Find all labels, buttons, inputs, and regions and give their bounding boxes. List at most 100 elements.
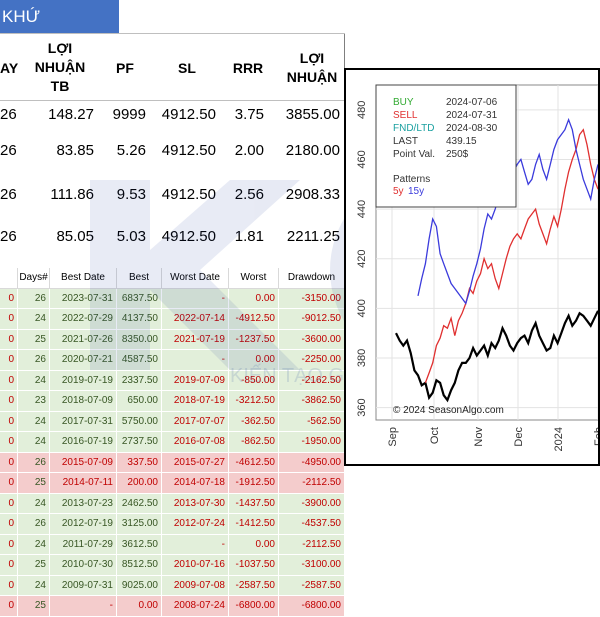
table-cell[interactable]: 650.00 — [117, 391, 162, 412]
table-cell[interactable]: 24 — [18, 411, 50, 432]
table-cell[interactable]: 0 — [0, 370, 18, 391]
table-cell[interactable]: 2015-07-09 — [50, 452, 117, 473]
table-cell[interactable]: 2016-07-08 — [162, 432, 229, 453]
table-cell[interactable]: 0.00 — [229, 288, 279, 309]
table-cell[interactable]: 23 — [18, 391, 50, 412]
table-row[interactable]: 0 25 2021-07-26 8350.00 2021-07-19 -1237.50 -3… — [0, 329, 345, 350]
table-row[interactable]: 0 24 2009-07-31 9025.00 2009-07-08 -2587.50 -2… — [0, 575, 345, 596]
table-cell[interactable]: 0 — [0, 411, 18, 432]
table-cell[interactable]: 6837.50 — [117, 288, 162, 309]
table-cell[interactable]: -3212.50 — [229, 391, 279, 412]
summary-cell[interactable]: 2.56 — [234, 186, 264, 203]
table-row[interactable]: 0 26 2012-07-19 3125.00 2012-07-24 -1412.50 -4… — [0, 514, 345, 535]
table-cell[interactable]: 0 — [0, 309, 18, 330]
table-row[interactable]: 0 24 2022-07-29 4137.50 2022-07-14 -4912.50 -9… — [0, 309, 345, 330]
table-cell[interactable]: 2012-07-19 — [50, 514, 117, 535]
summary-cell[interactable]: 2908.33 — [285, 186, 340, 203]
table-cell[interactable]: 0 — [0, 452, 18, 473]
table-cell[interactable]: 2009-07-08 — [162, 575, 229, 596]
sheet-tab[interactable]: KHỨ — [0, 0, 119, 33]
table-cell[interactable]: -2250.00 — [279, 350, 345, 371]
table-cell[interactable]: -6800.00 — [279, 596, 345, 617]
table-cell[interactable]: 2009-07-31 — [50, 575, 117, 596]
table-row[interactable]: 0 26 2023-07-31 6837.50-0.00 -3150.00 — [0, 288, 345, 309]
table-cell[interactable]: -6800.00 — [229, 596, 279, 617]
table-cell[interactable]: 4137.50 — [117, 309, 162, 330]
table-cell[interactable]: 26 — [18, 288, 50, 309]
table-row[interactable]: 0 25-0.00 2008-07-24 -6800.00 -6800.00 — [0, 596, 345, 617]
summary-cell[interactable]: 5.26 — [116, 142, 146, 159]
table-cell[interactable]: 2014-07-18 — [162, 473, 229, 494]
summary-cell[interactable]: 83.85 — [56, 142, 94, 159]
table-cell[interactable]: 2020-07-21 — [50, 350, 117, 371]
table-cell[interactable]: 25 — [18, 596, 50, 617]
table-cell[interactable]: 25 — [18, 473, 50, 494]
summary-cell[interactable]: 111.86 — [50, 186, 94, 203]
table-cell[interactable]: -3600.00 — [279, 329, 345, 350]
table-cell[interactable]: 2022-07-29 — [50, 309, 117, 330]
table-cell[interactable]: 2023-07-31 — [50, 288, 117, 309]
table-cell[interactable]: 24 — [18, 370, 50, 391]
table-cell[interactable]: -2587.50 — [279, 575, 345, 596]
table-cell[interactable]: 24 — [18, 534, 50, 555]
table-row[interactable]: 0 24 2013-07-23 2462.50 2013-07-30 -1437.50 -3… — [0, 493, 345, 514]
summary-cell[interactable]: 4912.50 — [161, 106, 216, 123]
table-cell[interactable]: 25 — [18, 329, 50, 350]
table-cell[interactable]: -3900.00 — [279, 493, 345, 514]
table-cell[interactable]: 3612.50 — [117, 534, 162, 555]
summary-cell[interactable]: 26 — [0, 228, 17, 245]
table-cell[interactable]: - — [162, 288, 229, 309]
table-cell[interactable]: 8350.00 — [117, 329, 162, 350]
summary-cell[interactable]: 4912.50 — [161, 142, 216, 159]
table-cell[interactable]: -3862.50 — [279, 391, 345, 412]
table-cell[interactable]: -3150.00 — [279, 288, 345, 309]
summary-cell[interactable]: 4912.50 — [161, 186, 216, 203]
table-cell[interactable]: 26 — [18, 350, 50, 371]
table-cell[interactable]: 2019-07-09 — [162, 370, 229, 391]
table-cell[interactable]: 24 — [18, 309, 50, 330]
table-cell[interactable]: 3125.00 — [117, 514, 162, 535]
table-cell[interactable]: 2010-07-16 — [162, 555, 229, 576]
table-cell[interactable]: 0 — [0, 514, 18, 535]
table-row[interactable]: 0 26 2020-07-21 4587.50-0.00 -2250.00 — [0, 350, 345, 371]
summary-cell[interactable]: 148.27 — [48, 106, 94, 123]
table-cell[interactable]: 2012-07-24 — [162, 514, 229, 535]
table-cell[interactable]: 24 — [18, 493, 50, 514]
summary-cell[interactable]: 3.75 — [234, 106, 264, 123]
table-cell[interactable]: 26 — [18, 452, 50, 473]
table-row[interactable]: 0 24 2019-07-19 2337.50 2019-07-09 -850.00 -21… — [0, 370, 345, 391]
table-cell[interactable]: 0 — [0, 288, 18, 309]
table-row[interactable]: 0 24 2016-07-19 2737.50 2016-07-08 -862.50 -19… — [0, 432, 345, 453]
table-cell[interactable]: 2018-07-09 — [50, 391, 117, 412]
table-cell[interactable]: -850.00 — [229, 370, 279, 391]
table-cell[interactable]: 2014-07-11 — [50, 473, 117, 494]
table-cell[interactable]: -2162.50 — [279, 370, 345, 391]
table-cell[interactable]: 0 — [0, 596, 18, 617]
table-cell[interactable]: -4950.00 — [279, 452, 345, 473]
summary-cell[interactable]: 9.53 — [116, 186, 146, 203]
table-cell[interactable]: 9025.00 — [117, 575, 162, 596]
summary-cell[interactable]: 26 — [0, 106, 17, 123]
table-cell[interactable]: -4537.50 — [279, 514, 345, 535]
summary-cell[interactable]: 26 — [0, 142, 17, 159]
table-cell[interactable]: 26 — [18, 514, 50, 535]
table-cell[interactable]: 24 — [18, 575, 50, 596]
table-cell[interactable]: -4912.50 — [229, 309, 279, 330]
table-row[interactable]: 0 26 2015-07-09 337.50 2015-07-27 -4612.50 -49… — [0, 452, 345, 473]
table-cell[interactable]: 24 — [18, 432, 50, 453]
summary-cell[interactable]: 26 — [0, 186, 17, 203]
table-cell[interactable]: -1437.50 — [229, 493, 279, 514]
table-row[interactable]: 0 23 2018-07-09 650.00 2018-07-19 -3212.50 -38… — [0, 391, 345, 412]
table-cell[interactable]: -862.50 — [229, 432, 279, 453]
table-cell[interactable]: 2015-07-27 — [162, 452, 229, 473]
table-cell[interactable]: -1912.50 — [229, 473, 279, 494]
table-row[interactable]: 0 24 2017-07-31 5750.00 2017-07-07 -362.50 -56… — [0, 411, 345, 432]
table-cell[interactable]: -2587.50 — [229, 575, 279, 596]
table-cell[interactable]: - — [162, 350, 229, 371]
table-cell[interactable]: 0.00 — [229, 534, 279, 555]
table-cell[interactable]: 2021-07-26 — [50, 329, 117, 350]
table-cell[interactable]: -1950.00 — [279, 432, 345, 453]
table-cell[interactable]: 2008-07-24 — [162, 596, 229, 617]
table-row[interactable]: 0 25 2010-07-30 8512.50 2010-07-16 -1037.50 -3… — [0, 555, 345, 576]
table-cell[interactable]: -562.50 — [279, 411, 345, 432]
